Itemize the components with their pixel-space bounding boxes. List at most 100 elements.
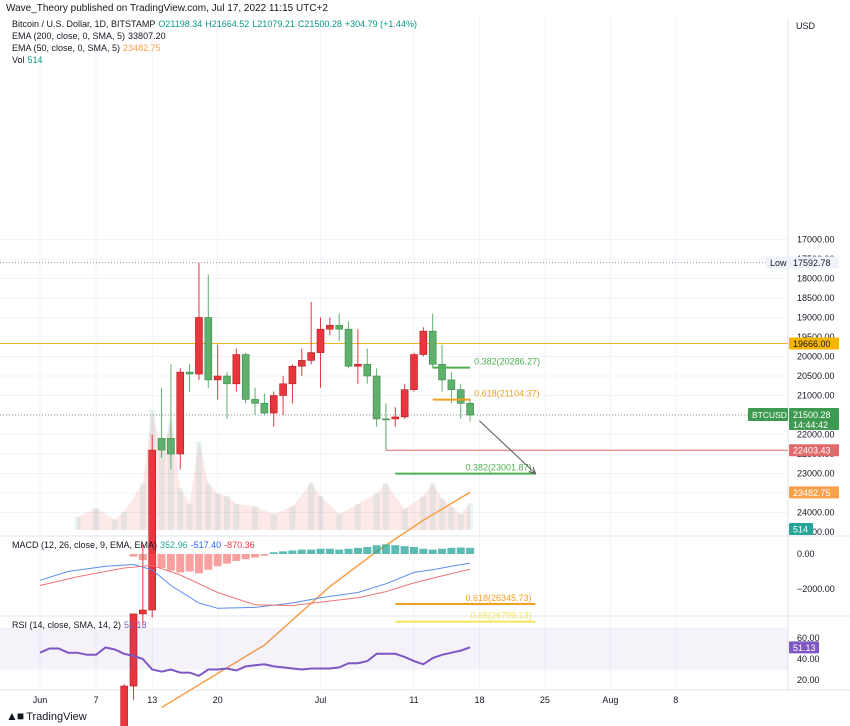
volume-bar [252, 506, 259, 530]
macd-histogram-bar [344, 548, 353, 554]
macd-histogram-bar [223, 554, 231, 564]
candle [251, 387, 259, 415]
candle-body [466, 402, 474, 416]
axis-tick-label: 24000.00 [797, 508, 835, 518]
volume-bar [195, 441, 202, 530]
projection-arrow-head [528, 466, 537, 475]
candle [232, 348, 241, 392]
macd-histogram-bar [279, 551, 288, 554]
axis-tick-label: 19500.00 [797, 332, 835, 342]
candle [148, 434, 156, 618]
candle-body [391, 416, 400, 420]
candle-body [213, 375, 222, 381]
macd-histogram-bar [316, 548, 325, 554]
candle-body [288, 365, 297, 385]
time-tick-label: Aug [602, 695, 618, 705]
macd-histogram-bar [148, 554, 157, 565]
low-marker-bg [766, 256, 839, 269]
axis-tick-label: 23000.00 [797, 469, 835, 479]
volume-area [77, 410, 471, 530]
price-tags: 23482.75 22403.43 19666.00 BTCUSD 21500.2814… [748, 256, 839, 654]
fib-level-label: 0.65(26799.13) [470, 611, 531, 621]
volume-bar [233, 503, 240, 530]
candle [167, 364, 175, 470]
macd-histogram-bar [194, 554, 203, 574]
volume-bar [420, 496, 427, 530]
legend-ema200: EMA (200, close, 0, SMA, 5) 33807.20 [12, 31, 169, 41]
volume-bar [205, 483, 212, 530]
macd-histogram-bar [288, 550, 297, 554]
axis-currency: USD [796, 21, 816, 31]
macd-histogram-bar [353, 547, 362, 554]
footer-brand[interactable]: TradingView [26, 711, 87, 723]
time-tick-label: 25 [540, 695, 550, 705]
resistance-tag: 22403.43 [789, 444, 839, 457]
volume-bar [354, 503, 361, 530]
rsi-legend-label[interactable]: RSI (14, close, SMA, 14, 2) [12, 620, 122, 630]
candle [176, 368, 185, 470]
candle [335, 313, 344, 341]
rsi-value-tag-text: 51.13 [793, 643, 816, 653]
candle-body [269, 395, 278, 414]
macd-legend: MACD (12, 26, close, 9, EMA, EMA) 352.96-… [12, 540, 258, 550]
candle-body [148, 449, 156, 611]
axis-tick-label: 18000.00 [797, 274, 835, 284]
tradingview-logo-icon[interactable]: ▲■ [6, 709, 24, 723]
macd-histogram-bar [251, 554, 260, 558]
macd-legend-label[interactable]: MACD (12, 26, close, 9, EMA, EMA) [12, 540, 158, 550]
legend-symbol[interactable]: Bitcoin / U.S. Dollar, 1D, BITSTAMP [12, 19, 156, 29]
candle-body [316, 328, 325, 353]
fib-levels: 0.65(26799.13) 0.618(26345.73) 0.382(23001… [395, 357, 540, 623]
legend-ema50: EMA (50, close, 0, SMA, 5) 23482.75 [12, 43, 164, 53]
resistance-tag-text: 22403.43 [793, 446, 831, 456]
legend-vol-value: 514 [27, 55, 43, 65]
candle-body [139, 609, 147, 615]
macd-histogram-bar [325, 548, 334, 554]
volume-bar [467, 503, 474, 530]
time-axis: Jun 7 13 20 Jul 11 18 25 Aug 8 [33, 695, 679, 705]
macd-histogram-bar [213, 554, 222, 567]
volume-bar [270, 514, 277, 530]
candle [344, 321, 353, 369]
projection-arrow-line [479, 420, 536, 474]
time-tick-label: 11 [409, 695, 418, 705]
candle [279, 376, 287, 415]
axis-tick-label: 19000.00 [797, 313, 835, 323]
macd-tick-label: −2000.00 [797, 584, 835, 594]
candle [447, 372, 456, 404]
candle [363, 348, 372, 384]
candle-body [363, 363, 372, 377]
candle-body [232, 354, 241, 385]
volume-bar [439, 498, 446, 530]
macd-histogram-bar [241, 554, 250, 560]
legend-change: +304.79 (+1.44%) [344, 19, 417, 29]
volume-bar [139, 483, 146, 530]
low-marker-value: 17592.78 [793, 258, 831, 268]
volume-bar [289, 506, 296, 530]
macd-histogram-bar [400, 546, 409, 554]
macd-histogram-bar [335, 549, 344, 554]
candle [410, 352, 418, 392]
volume-bar [111, 519, 118, 530]
attribution: Wave_Theory published on TradingView.com… [6, 3, 328, 14]
legend-vol-label[interactable]: Vol [12, 55, 25, 65]
last-price-bg [789, 408, 839, 431]
legend-ema50-label[interactable]: EMA (50, close, 0, SMA, 5) [12, 43, 121, 53]
volume-tag: 514 [789, 523, 813, 535]
macd-histogram-bar [372, 545, 381, 554]
candle [260, 393, 269, 415]
candle [120, 684, 128, 726]
legend-ema200-label[interactable]: EMA (200, close, 0, SMA, 5) [12, 31, 126, 41]
macd-histogram-bar [185, 554, 194, 572]
candle-body [297, 360, 306, 367]
time-tick-label: Jun [33, 695, 48, 705]
candle [316, 317, 325, 388]
candle-body [428, 330, 437, 365]
macd-histogram-bar [447, 547, 456, 554]
support-tag-bg [789, 337, 839, 350]
time-tick-label: 20 [213, 695, 223, 705]
macd-histogram-bar [363, 547, 372, 554]
candle [297, 348, 306, 376]
